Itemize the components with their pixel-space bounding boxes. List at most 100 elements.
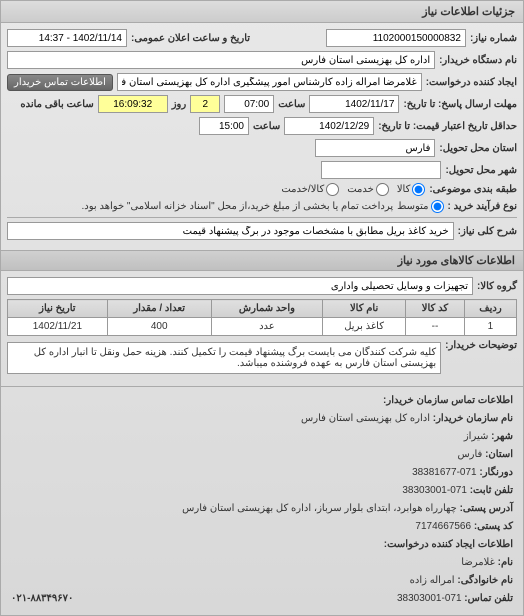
delivery-city-input[interactable]: [321, 161, 441, 179]
response-deadline-label: مهلت ارسال پاسخ: تا تاریخ:: [403, 99, 517, 110]
phone-value: 071-38303001: [402, 485, 467, 496]
name-label: نام:: [498, 557, 513, 568]
validity-date-input[interactable]: [284, 117, 374, 135]
city-label: شهر:: [491, 431, 513, 442]
panel-header: جزئیات اطلاعات نیاز: [1, 1, 523, 23]
col-row: ردیف: [464, 300, 516, 318]
requester-section-title: اطلاعات ایجاد کننده درخواست:: [11, 537, 513, 553]
col-qty: تعداد / مقدار: [107, 300, 211, 318]
contact-section-title: اطلاعات تماس سازمان خریدار:: [11, 393, 513, 409]
days-label: روز: [172, 99, 187, 110]
cell-qty: 400: [107, 318, 211, 336]
delivery-province-input[interactable]: [315, 139, 435, 157]
purchase-note: پرداخت تمام یا بخشی از مبلغ خرید،از محل …: [82, 201, 394, 212]
radio-service-item[interactable]: خدمت: [347, 183, 389, 196]
province-label: استان:: [485, 449, 513, 460]
city-value: شیراز: [464, 431, 489, 442]
info-family: نام خانوادگی: امراله زاده: [11, 573, 513, 589]
fax-value: 071-38381677: [412, 467, 477, 478]
validity-time-input[interactable]: [199, 117, 249, 135]
col-unit: واحد شمارش: [211, 300, 323, 318]
row-response-deadline: مهلت ارسال پاسخ: تا تاریخ: ساعت روز ساعت…: [7, 95, 517, 113]
goods-section-title: اطلاعات کالاهای مورد نیاز: [1, 250, 523, 271]
name-value: غلامرضا: [461, 557, 495, 568]
goods-group-input[interactable]: [7, 277, 473, 295]
info-req-phone: تلفن تماس: 071-38303001 ۰۲۱-۸۸۳۴۹۶۷۰: [11, 591, 513, 607]
notes-label: توضیحات خریدار:: [445, 340, 517, 351]
row-goods-group: گروه کالا:: [7, 277, 517, 295]
goods-section: گروه کالا: ردیف کد کالا نام کالا واحد شم…: [1, 271, 523, 386]
radio-mid[interactable]: [431, 200, 444, 213]
goods-group-label: گروه کالا:: [477, 281, 517, 292]
row-notes: توضیحات خریدار: کلیه شرکت کنندگان می بای…: [7, 340, 517, 376]
time-label-2: ساعت: [253, 121, 280, 132]
radio-service[interactable]: [376, 183, 389, 196]
days-remaining-input: [190, 95, 220, 113]
cell-row: 1: [464, 318, 516, 336]
cell-date: 1402/11/21: [8, 318, 108, 336]
family-label: نام خانوادگی:: [457, 575, 513, 586]
packaging-radio-group: کالا خدمت کالا/خدمت: [281, 183, 425, 196]
fax-label: دورنگار:: [479, 467, 513, 478]
requester-input[interactable]: [117, 73, 422, 91]
panel-title: جزئیات اطلاعات نیاز: [422, 6, 515, 18]
general-desc-input[interactable]: [7, 222, 454, 240]
goods-table: ردیف کد کالا نام کالا واحد شمارش تعداد /…: [7, 299, 517, 336]
info-fax: دورنگار: 071-38381677: [11, 465, 513, 481]
radio-goods-item[interactable]: کالا: [397, 183, 426, 196]
org-name-label: نام سازمان خریدار:: [433, 413, 513, 424]
buyer-org-input[interactable]: [7, 51, 435, 69]
radio-both[interactable]: [326, 183, 339, 196]
radio-both-item[interactable]: کالا/خدمت: [281, 183, 339, 196]
address-value: چهارراه هوابرد، ابتدای بلوار سرباز، ادار…: [182, 503, 457, 514]
main-panel: جزئیات اطلاعات نیاز شماره نیاز: تاریخ و …: [0, 0, 524, 616]
postal-value: 7174667566: [415, 521, 471, 532]
info-org-name: نام سازمان خریدار: اداره کل بهزیستی استا…: [11, 411, 513, 427]
table-header-row: ردیف کد کالا نام کالا واحد شمارش تعداد /…: [8, 300, 517, 318]
radio-goods-label: کالا: [397, 184, 411, 195]
footer-phone: ۰۲۱-۸۸۳۴۹۶۷۰: [11, 591, 73, 607]
address-label: آدرس پستی:: [460, 503, 513, 514]
response-time-input[interactable]: [224, 95, 274, 113]
row-validity: حداقل تاریخ اعتبار قیمت: تا تاریخ: ساعت: [7, 117, 517, 135]
req-phone-value: 071-38303001: [397, 593, 462, 604]
table-row[interactable]: 1 -- کاغذ بریل عدد 400 1402/11/21: [8, 318, 517, 336]
postal-label: کد پستی:: [474, 521, 513, 532]
row-delivery-province: استان محل تحویل:: [7, 139, 517, 157]
remaining-label: ساعت باقی مانده: [20, 99, 93, 110]
time-remaining-input: [98, 95, 168, 113]
notes-text: کلیه شرکت کنندگان می بایست برگ پیشنهاد ق…: [7, 342, 441, 374]
family-value: امراله زاده: [410, 575, 455, 586]
info-name: نام: غلامرضا: [11, 555, 513, 571]
contact-buyer-button[interactable]: اطلاعات تماس خریدار: [7, 74, 113, 91]
packaging-label: طبقه بندی موضوعی:: [429, 184, 517, 195]
purchase-type-label: نوع فرآیند خرید :: [448, 201, 517, 212]
announce-datetime-input[interactable]: [7, 29, 127, 47]
row-general-desc: شرح کلی نیاز:: [7, 222, 517, 240]
col-code: کد کالا: [405, 300, 464, 318]
cell-unit: عدد: [211, 318, 323, 336]
row-request-number: شماره نیاز: تاریخ و ساعت اعلان عمومی:: [7, 29, 517, 47]
radio-mid-item[interactable]: متوسط: [397, 200, 443, 213]
response-date-input[interactable]: [309, 95, 399, 113]
radio-mid-label: متوسط: [397, 201, 428, 212]
time-label-1: ساعت: [278, 99, 305, 110]
row-buyer-org: نام دستگاه خریدار:: [7, 51, 517, 69]
row-delivery-city: شهر محل تحویل:: [7, 161, 517, 179]
contact-info-block: اطلاعات تماس سازمان خریدار: نام سازمان خ…: [1, 387, 523, 615]
radio-goods[interactable]: [412, 183, 425, 196]
row-packaging: طبقه بندی موضوعی: کالا خدمت کالا/خدمت: [7, 183, 517, 196]
phone-label: تلفن ثابت:: [470, 485, 513, 496]
announce-datetime-label: تاریخ و ساعت اعلان عمومی:: [131, 33, 250, 44]
info-province: استان: فارس: [11, 447, 513, 463]
request-number-label: شماره نیاز:: [470, 33, 517, 44]
col-date: تاریخ نیاز: [8, 300, 108, 318]
request-number-input[interactable]: [326, 29, 466, 47]
cell-name: کاغذ بریل: [323, 318, 406, 336]
radio-service-label: خدمت: [347, 184, 374, 195]
info-phone: تلفن ثابت: 071-38303001: [11, 483, 513, 499]
info-city: شهر: شیراز: [11, 429, 513, 445]
radio-both-label: کالا/خدمت: [281, 184, 324, 195]
validity-label: حداقل تاریخ اعتبار قیمت: تا تاریخ:: [378, 121, 517, 132]
info-address: آدرس پستی: چهارراه هوابرد، ابتدای بلوار …: [11, 501, 513, 517]
